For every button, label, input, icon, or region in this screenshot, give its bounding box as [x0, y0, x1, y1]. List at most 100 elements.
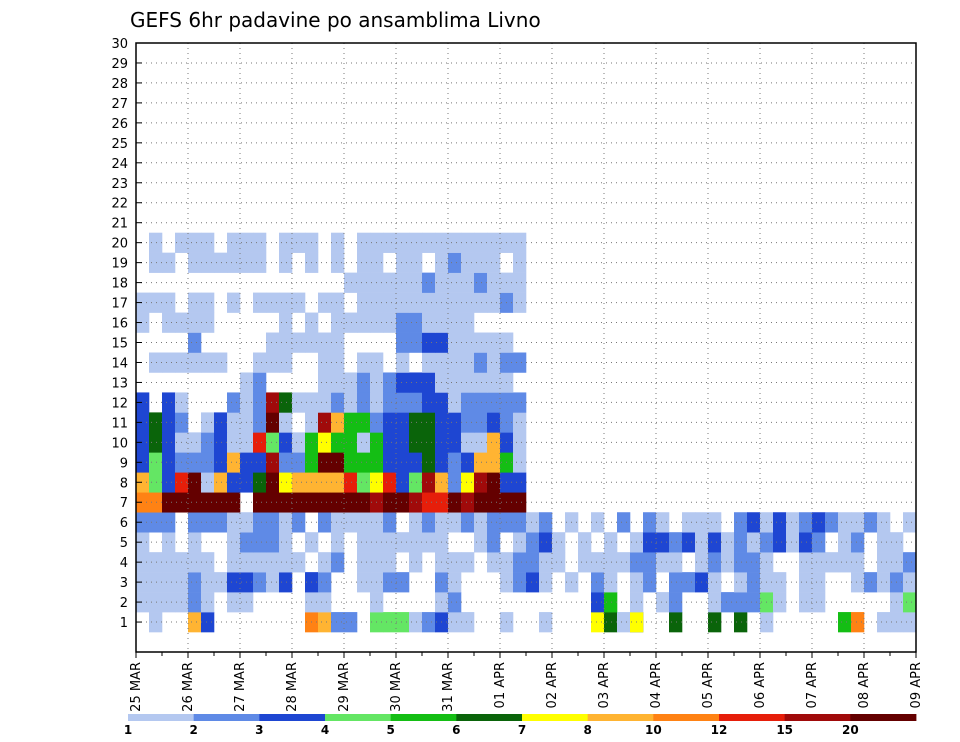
y-tick-label: 15: [111, 337, 128, 352]
x-tick-label: 27 MAR: [233, 662, 248, 712]
heatmap-cell: [383, 272, 397, 293]
heatmap-cell: [851, 512, 865, 533]
heatmap-cell: [253, 472, 267, 493]
heatmap-cell: [357, 532, 371, 553]
heatmap-cell: [136, 312, 150, 333]
heatmap-cell: [526, 512, 540, 533]
heatmap-cell: [149, 572, 163, 593]
heatmap-cell: [513, 292, 527, 313]
heatmap-cell: [279, 432, 293, 453]
y-tick-label: 5: [120, 536, 128, 551]
heatmap-cell: [357, 432, 371, 453]
x-axis: 25 MAR 26 MAR 27 MAR 28 MAR 29 MAR 30 MAR 31 M…: [129, 652, 924, 712]
heatmap-cell: [266, 552, 280, 573]
heatmap-cell: [786, 532, 800, 553]
heatmap-cell: [292, 512, 306, 533]
heatmap-cell: [409, 612, 423, 633]
heatmap-cell: [461, 392, 475, 413]
heatmap-cell: [461, 252, 475, 273]
heatmap-cell: [799, 552, 813, 573]
heatmap-cell: [188, 592, 202, 613]
heatmap-cell: [448, 232, 462, 253]
heatmap-cell: [357, 292, 371, 313]
heatmap-cell: [396, 572, 410, 593]
heatmap-cell: [474, 332, 488, 353]
heatmap-cell: [149, 292, 163, 313]
heatmap-cell: [461, 512, 475, 533]
heatmap-cell: [448, 492, 462, 513]
heatmap-cell: [812, 512, 826, 533]
heatmap-cell: [422, 492, 436, 513]
heatmap-cell: [227, 292, 241, 313]
y-tick-label: 16: [111, 317, 128, 332]
heatmap-cell: [331, 292, 345, 313]
heatmap-cell: [136, 472, 150, 493]
heatmap-cell: [422, 272, 436, 293]
heatmap-cell: [656, 512, 670, 533]
heatmap-cell: [487, 332, 501, 353]
heatmap-cell: [253, 352, 267, 373]
heatmap-cell: [331, 612, 345, 633]
heatmap-cell: [409, 512, 423, 533]
heatmap-cell: [344, 372, 358, 393]
heatmap-cell: [162, 412, 176, 433]
heatmap-cell: [383, 612, 397, 633]
x-tick-label: 25 MAR: [129, 662, 144, 712]
heatmap-cell: [201, 472, 215, 493]
heatmap-cells: [136, 232, 917, 633]
heatmap-cell: [461, 612, 475, 633]
heatmap-cell: [838, 532, 852, 553]
x-tick-label: 31 MAR: [441, 662, 456, 712]
heatmap-cell: [513, 492, 527, 513]
heatmap-cell: [279, 492, 293, 513]
heatmap-cell: [903, 592, 917, 613]
heatmap-cell: [708, 612, 722, 633]
heatmap-cell: [773, 532, 787, 553]
heatmap-cell: [487, 472, 501, 493]
x-tick-label: 02 APR: [545, 662, 560, 708]
heatmap-cell: [227, 472, 241, 493]
heatmap-cell: [266, 472, 280, 493]
heatmap-cell: [162, 552, 176, 573]
heatmap-cell: [383, 572, 397, 593]
heatmap-cell: [253, 432, 267, 453]
heatmap-cell: [201, 432, 215, 453]
heatmap-cell: [188, 552, 202, 573]
heatmap-cell: [279, 512, 293, 533]
heatmap-cell: [188, 452, 202, 473]
heatmap-cell: [734, 612, 748, 633]
heatmap-cell: [331, 412, 345, 433]
heatmap-cell: [669, 612, 683, 633]
heatmap-cell: [162, 472, 176, 493]
heatmap-cell: [266, 412, 280, 433]
heatmap-cell: [344, 472, 358, 493]
heatmap-cell: [708, 532, 722, 553]
heatmap-cell: [162, 532, 176, 553]
heatmap-cell: [318, 452, 332, 473]
heatmap-cell: [292, 492, 306, 513]
heatmap-cell: [643, 512, 657, 533]
heatmap-cell: [526, 572, 540, 593]
heatmap-cell: [396, 492, 410, 513]
heatmap-cell: [409, 232, 423, 253]
heatmap-cell: [331, 392, 345, 413]
heatmap-cell: [318, 472, 332, 493]
heatmap-cell: [409, 492, 423, 513]
heatmap-cell: [513, 352, 527, 373]
heatmap-cell: [188, 312, 202, 333]
heatmap-cell: [591, 572, 605, 593]
heatmap-cell: [318, 352, 332, 373]
heatmap-cell: [643, 532, 657, 553]
heatmap-cell: [136, 572, 150, 593]
heatmap-cell: [136, 552, 150, 573]
heatmap-cell: [513, 572, 527, 593]
heatmap-cell: [474, 432, 488, 453]
heatmap-cell: [487, 432, 501, 453]
heatmap-cell: [136, 592, 150, 613]
heatmap-cell: [513, 452, 527, 473]
heatmap-cell: [331, 432, 345, 453]
heatmap-cell: [461, 292, 475, 313]
heatmap-cell: [227, 492, 241, 513]
heatmap-cell: [383, 532, 397, 553]
y-tick-label: 29: [111, 57, 128, 72]
